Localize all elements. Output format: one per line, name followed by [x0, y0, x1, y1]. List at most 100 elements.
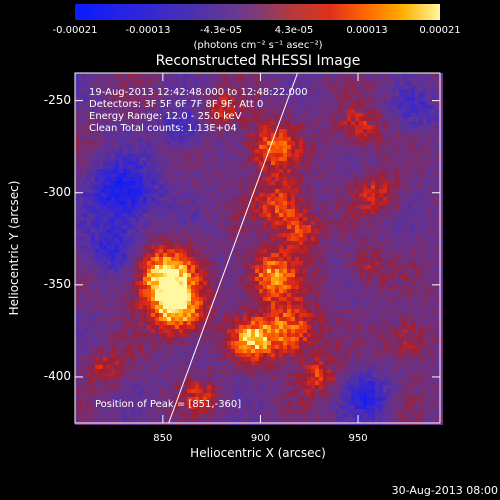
- heatmap-cell-1329: [135, 109, 139, 113]
- heatmap-cell-192: [83, 137, 87, 141]
- heatmap-cell-1047: [119, 389, 123, 393]
- heatmap-cell-3906: [251, 209, 255, 213]
- heatmap-cell-1378: [135, 305, 139, 309]
- heatmap-cell-1930: [159, 401, 163, 405]
- heatmap-cell-1732: [151, 313, 155, 317]
- heatmap-cell-3761: [243, 333, 247, 337]
- heatmap-cell-2414: [183, 225, 187, 229]
- heatmap-cell-3270: [223, 129, 227, 133]
- heatmap-cell-2716: [195, 377, 199, 381]
- heatmap-cell-1553: [143, 301, 147, 305]
- heatmap-cell-3485: [231, 285, 235, 289]
- heatmap-cell-4601: [283, 173, 287, 177]
- heatmap-cell-1546: [143, 273, 147, 277]
- heatmap-cell-4961: [299, 205, 303, 209]
- heatmap-cell-2194: [171, 401, 175, 405]
- heatmap-cell-3286: [223, 193, 227, 197]
- heatmap-cell-3473: [231, 237, 235, 241]
- heatmap-cell-4692: [287, 185, 291, 189]
- heatmap-cell-3070: [211, 385, 215, 389]
- heatmap-cell-4954: [299, 177, 303, 181]
- heatmap-cell-968: [119, 73, 123, 77]
- heatmap-cell-2958: [207, 289, 211, 293]
- heatmap-cell-4675: [287, 117, 291, 121]
- heatmap-cell-2690: [195, 273, 199, 277]
- heatmap-cell-4634: [283, 305, 287, 309]
- heatmap-cell-578: [99, 273, 103, 277]
- heatmap-cell-1058: [123, 81, 127, 85]
- heatmap-cell-1111: [123, 293, 127, 297]
- heatmap-cell-859: [111, 341, 115, 345]
- heatmap-cell-168: [79, 393, 83, 397]
- heatmap-cell-3840: [247, 297, 251, 301]
- heatmap-cell-1238: [131, 97, 135, 101]
- heatmap-cell-2258: [175, 305, 179, 309]
- heatmap-cell-393: [91, 237, 95, 241]
- heatmap-cell-2333: [179, 253, 183, 257]
- heatmap-cell-3866: [247, 401, 251, 405]
- heatmap-cell-1192: [127, 265, 131, 269]
- heatmap-cell-1567: [143, 357, 147, 361]
- heatmap-cell-3837: [247, 285, 251, 289]
- heatmap-cell-3: [75, 85, 79, 89]
- heatmap-cell-3282: [223, 177, 227, 181]
- heatmap-cell-3028: [211, 217, 215, 221]
- heatmap-cell-4237: [267, 125, 271, 129]
- heatmap-cell-2954: [207, 273, 211, 277]
- heatmap-cell-3373: [227, 189, 231, 193]
- heatmap-cell-1969: [163, 205, 167, 209]
- heatmap-cell-290: [87, 177, 91, 181]
- heatmap-cell-3105: [215, 173, 219, 177]
- heatmap-cell-4405: [275, 93, 279, 97]
- heatmap-cell-3477: [231, 253, 235, 257]
- heatmap-cell-805: [111, 125, 115, 129]
- heatmap-cell-2530: [187, 337, 191, 341]
- heatmap-cell-4059: [259, 117, 263, 121]
- heatmap-cell-590: [99, 321, 103, 325]
- heatmap-cell-1631: [147, 261, 151, 265]
- heatmap-cell-4469: [275, 349, 279, 353]
- heatmap-cell-1992: [163, 297, 167, 301]
- heatmap-cell-2976: [207, 361, 211, 365]
- heatmap-cell-286: [87, 161, 91, 165]
- heatmap-cell-4226: [267, 81, 271, 85]
- heatmap-cell-353: [91, 77, 95, 81]
- heatmap-cell-3044: [211, 281, 215, 285]
- heatmap-cell-1270: [131, 225, 135, 229]
- heatmap-cell-1995: [163, 309, 167, 313]
- heatmap-cell-1601: [147, 141, 151, 145]
- heatmap-cell-4432: [275, 201, 279, 205]
- heatmap-cell-2665: [195, 173, 199, 177]
- heatmap-cell-4667: [287, 85, 291, 89]
- heatmap-cell-905: [115, 173, 119, 177]
- heatmap-cell-1888: [159, 233, 163, 237]
- heatmap-cell-1124: [123, 345, 127, 349]
- heatmap-cell-1379: [135, 309, 139, 313]
- heatmap-cell-843: [111, 277, 115, 281]
- heatmap-cell-2657: [195, 141, 199, 145]
- heatmap-cell-3388: [227, 249, 231, 253]
- heatmap-cell-3292: [223, 217, 227, 221]
- heatmap-cell-199: [83, 165, 87, 169]
- heatmap-cell-2080: [167, 297, 171, 301]
- heatmap-cell-2627: [191, 373, 195, 377]
- heatmap-cell-1810: [155, 273, 159, 277]
- heatmap-cell-2176: [171, 329, 175, 333]
- heatmap-cell-2599: [191, 261, 195, 265]
- heatmap-cell-3011: [211, 149, 215, 153]
- heatmap-cell-2877: [203, 317, 207, 321]
- heatmap-cell-1961: [163, 173, 167, 177]
- heatmap-cell-2127: [171, 133, 175, 137]
- heatmap-cell-212: [83, 217, 87, 221]
- heatmap-cell-3971: [255, 117, 259, 121]
- heatmap-cell-930: [115, 273, 119, 277]
- heatmap-cell-2233: [175, 205, 179, 209]
- heatmap-cell-4870: [295, 193, 299, 197]
- heatmap-cell-2711: [195, 357, 199, 361]
- heatmap-cell-4168: [263, 201, 267, 205]
- heatmap-cell-4069: [259, 157, 263, 161]
- heatmap-cell-1437: [139, 189, 143, 193]
- heatmap-cell-2768: [199, 233, 203, 237]
- heatmap-cell-2458: [183, 401, 187, 405]
- heatmap-cell-1636: [147, 281, 151, 285]
